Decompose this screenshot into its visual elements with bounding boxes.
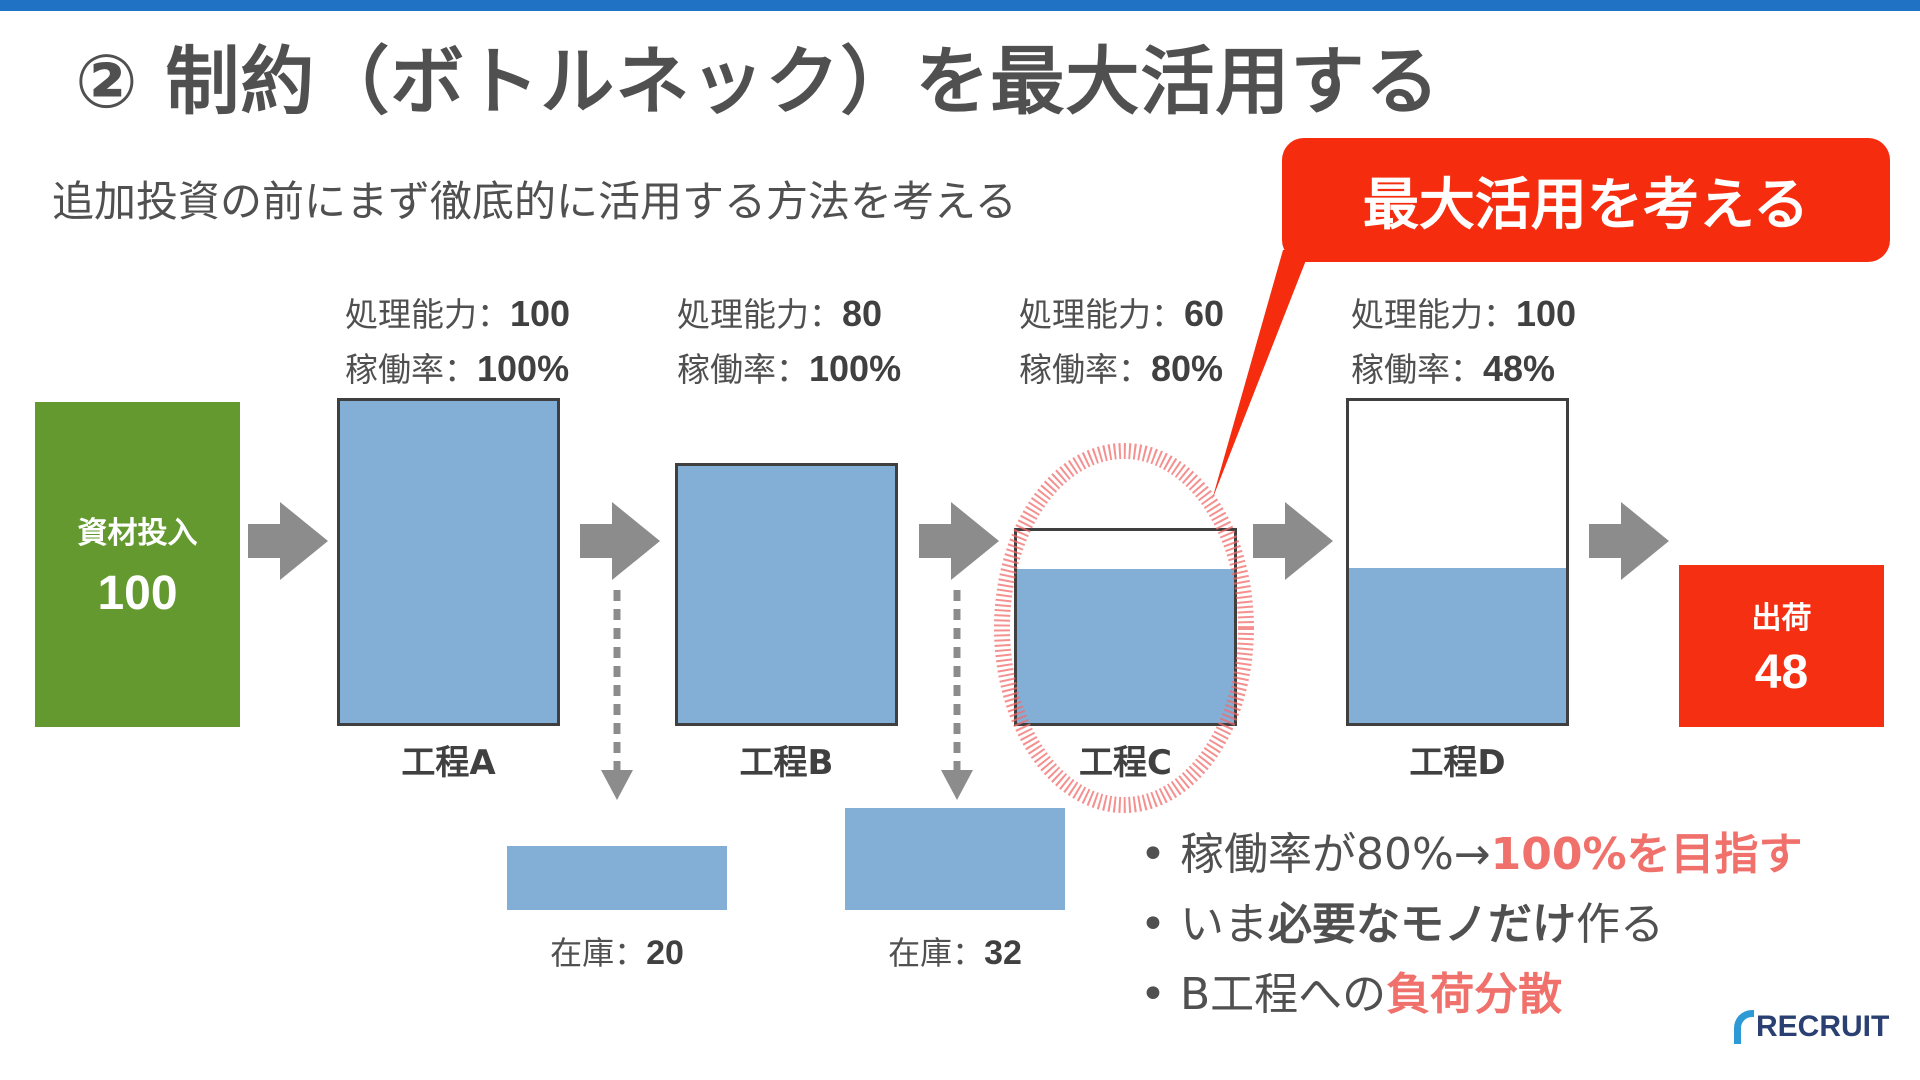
capacity-stat-b: 処理能力：80	[677, 293, 883, 334]
material-input-label: 資材投入	[77, 516, 198, 551]
bullet-item-1: • 稼働率が80%→100%を目指す	[1140, 829, 1803, 880]
shipment-output-box: 出荷 48	[1679, 565, 1884, 727]
process-label-d: 工程D	[1409, 743, 1506, 783]
process-fill-a	[340, 401, 557, 723]
inventory-box-2	[845, 808, 1065, 910]
utilization-stat-c: 稼働率：80%	[1019, 348, 1224, 389]
process-label-b: 工程B	[739, 743, 834, 783]
recruit-logo-mark-icon	[1734, 1010, 1754, 1044]
arrow-right-icon	[1253, 502, 1333, 580]
bottleneck-circle	[994, 443, 1254, 813]
shipment-label: 出荷	[1751, 600, 1812, 636]
dashed-arrow-down-icon	[941, 590, 973, 800]
process-box-c	[1014, 528, 1237, 726]
material-input-value: 100	[97, 567, 178, 620]
arrow-right-icon	[580, 502, 660, 580]
utilization-stat-a: 稼働率：100%	[345, 348, 570, 389]
arrow-right-icon	[248, 502, 328, 580]
dashed-arrow-down-icon	[601, 590, 633, 800]
page-title: ② 制約（ボトルネック）を最大活用する	[75, 39, 1441, 125]
process-label-c: 工程C	[1079, 743, 1172, 783]
arrow-right-icon	[919, 502, 999, 580]
process-fill-b	[678, 466, 895, 723]
process-box-d	[1346, 398, 1569, 726]
bullet-item-2: • いま必要なモノだけ作る	[1140, 899, 1664, 950]
bullet-item-3: • B工程への負荷分散	[1140, 969, 1563, 1020]
callout-bubble: 最大活用を考える	[1282, 138, 1890, 262]
process-box-a	[337, 398, 560, 726]
material-input-box: 資材投入 100	[35, 402, 240, 727]
inventory-label-2: 在庫：32	[888, 934, 1022, 972]
utilization-stat-d: 稼働率：48%	[1351, 348, 1556, 389]
page-subtitle: 追加投資の前にまず徹底的に活用する方法を考える	[52, 177, 1017, 226]
shipment-value: 48	[1754, 645, 1809, 699]
inventory-label-1: 在庫：20	[550, 934, 684, 972]
arrow-right-icon	[1589, 502, 1669, 580]
process-fill-d	[1349, 568, 1566, 723]
capacity-stat-a: 処理能力：100	[345, 293, 571, 334]
recruit-logo: RECRUIT	[1734, 1010, 1889, 1044]
process-box-b	[675, 463, 898, 726]
top-accent-bar	[0, 0, 1920, 11]
process-label-a: 工程A	[401, 743, 496, 783]
capacity-stat-d: 処理能力：100	[1351, 293, 1577, 334]
process-fill-c	[1017, 569, 1234, 723]
capacity-stat-c: 処理能力：60	[1019, 293, 1225, 334]
utilization-stat-b: 稼働率：100%	[677, 348, 902, 389]
inventory-box-1	[507, 846, 727, 910]
